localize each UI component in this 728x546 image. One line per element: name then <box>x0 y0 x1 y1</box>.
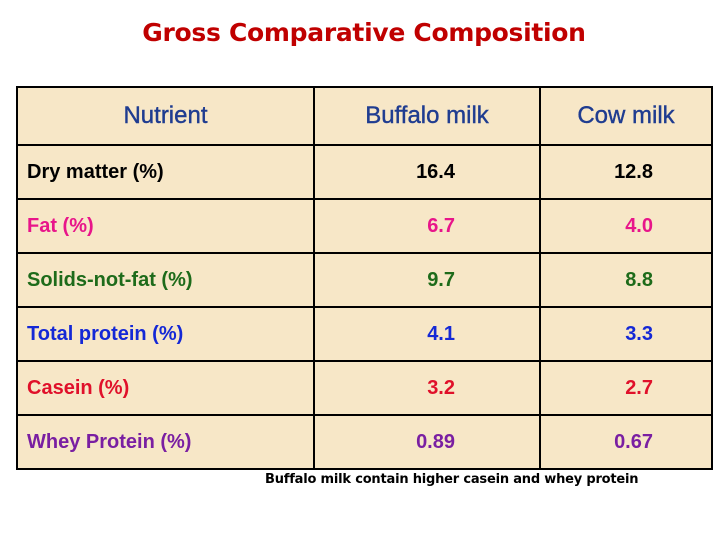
table-header-row: Nutrient Buffalo milk Cow milk <box>16 86 713 146</box>
page-title: Gross Comparative Composition <box>142 18 586 47</box>
table-row: Whey Protein (%) 0.89 0.67 <box>16 414 713 470</box>
table-row: Fat (%) 6.7 4.0 <box>16 198 713 254</box>
nutrient-name: Whey Protein (%) <box>16 414 315 470</box>
buffalo-value: 3.2 <box>313 360 541 416</box>
nutrient-name: Total protein (%) <box>16 306 315 362</box>
table-row: Casein (%) 3.2 2.7 <box>16 360 713 416</box>
buffalo-value: 0.89 <box>313 414 541 470</box>
cow-value: 0.67 <box>539 414 713 470</box>
header-buffalo-milk: Buffalo milk <box>313 86 541 146</box>
buffalo-value: 9.7 <box>313 252 541 308</box>
composition-table: Nutrient Buffalo milk Cow milk Dry matte… <box>16 86 713 470</box>
nutrient-name: Fat (%) <box>16 198 315 254</box>
header-nutrient: Nutrient <box>16 86 315 146</box>
footnote: Buffalo milk contain higher casein and w… <box>265 472 639 487</box>
buffalo-value: 6.7 <box>313 198 541 254</box>
header-cow-milk: Cow milk <box>539 86 713 146</box>
buffalo-value: 4.1 <box>313 306 541 362</box>
nutrient-name: Casein (%) <box>16 360 315 416</box>
table-row: Dry matter (%) 16.4 12.8 <box>16 144 713 200</box>
buffalo-value: 16.4 <box>313 144 541 200</box>
cow-value: 8.8 <box>539 252 713 308</box>
table-row: Solids-not-fat (%) 9.7 8.8 <box>16 252 713 308</box>
nutrient-name: Solids-not-fat (%) <box>16 252 315 308</box>
cow-value: 4.0 <box>539 198 713 254</box>
cow-value: 3.3 <box>539 306 713 362</box>
cow-value: 12.8 <box>539 144 713 200</box>
table-row: Total protein (%) 4.1 3.3 <box>16 306 713 362</box>
cow-value: 2.7 <box>539 360 713 416</box>
nutrient-name: Dry matter (%) <box>16 144 315 200</box>
